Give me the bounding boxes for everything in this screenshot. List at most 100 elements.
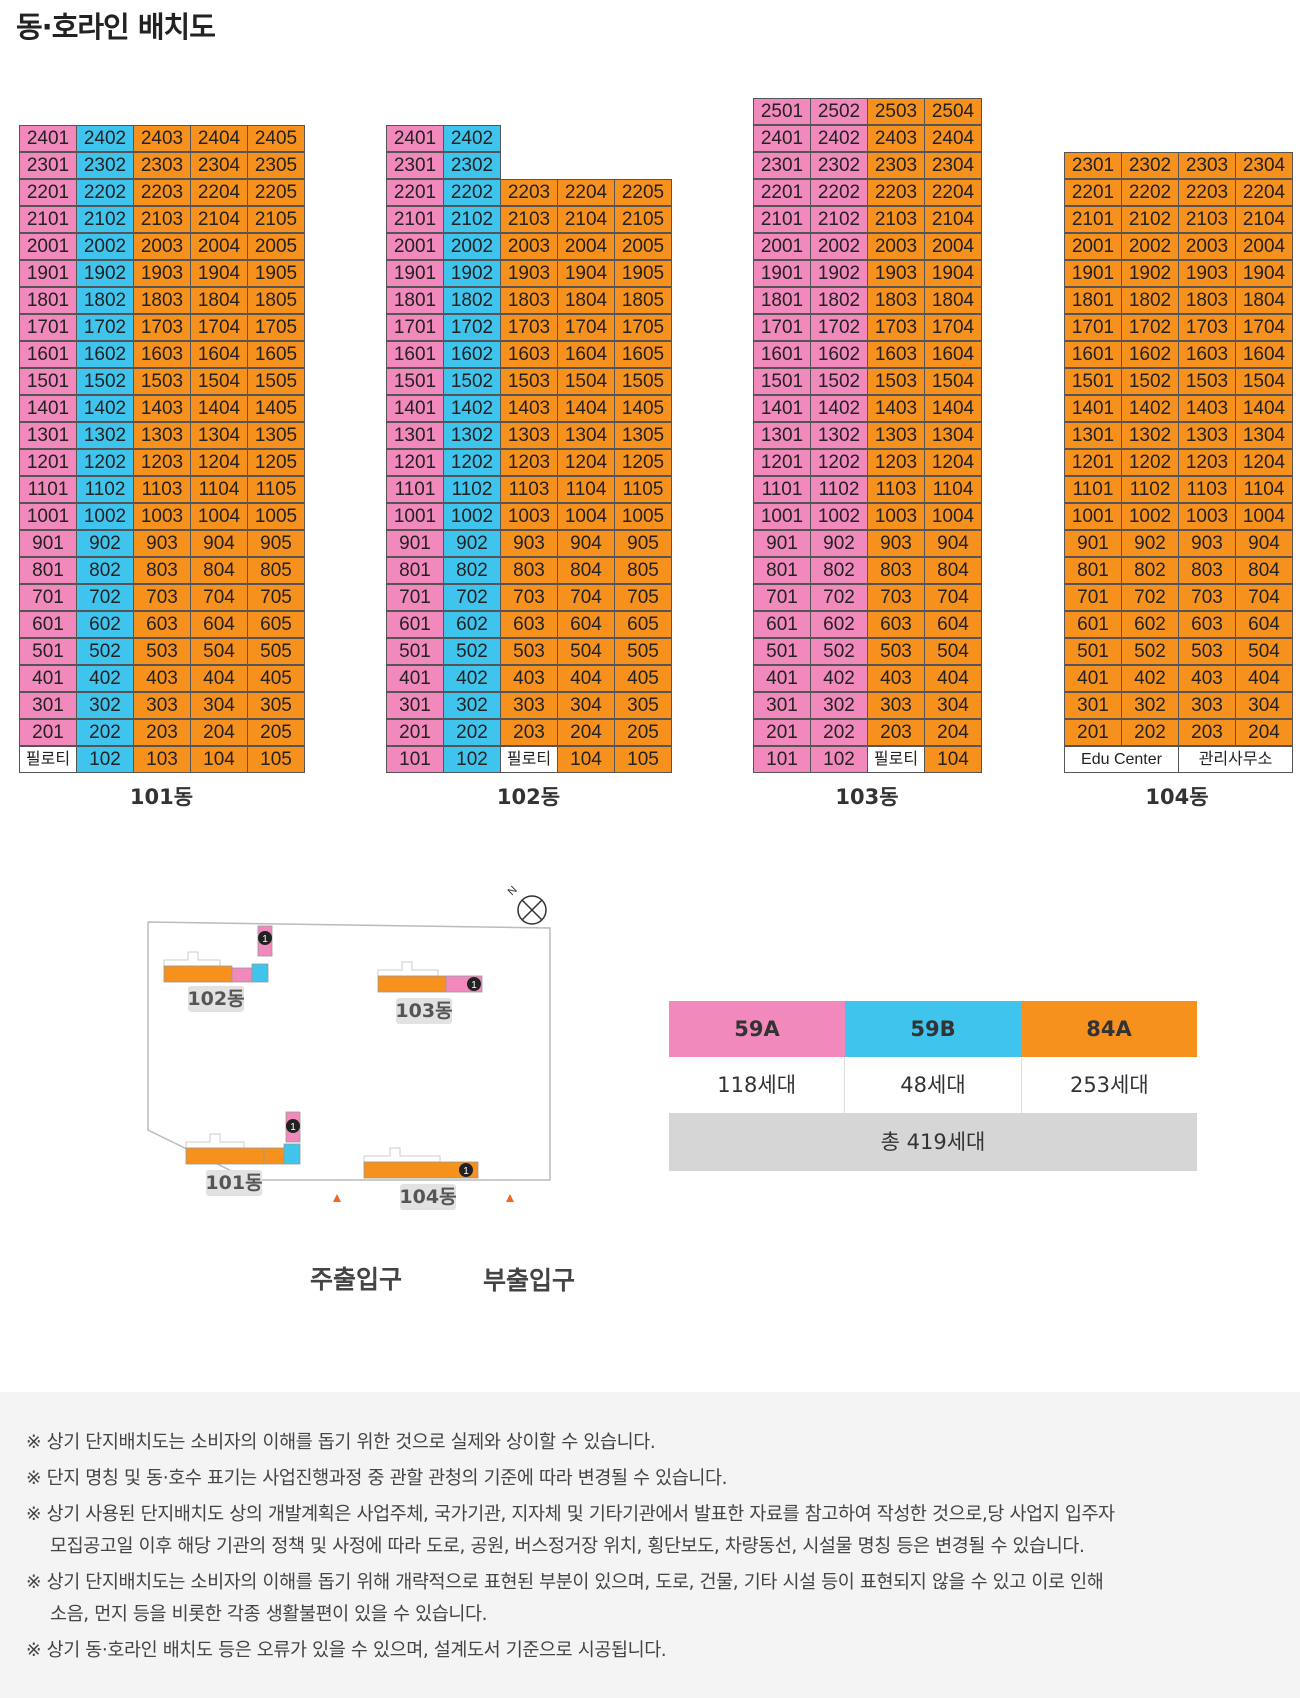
unit-cell: 1801 (753, 287, 811, 314)
unit-cell: 1802 (76, 287, 134, 314)
unit-cell: 404 (190, 665, 248, 692)
unit-cell: 204 (557, 719, 615, 746)
unit-cell: 903 (133, 530, 191, 557)
unit-cell: 602 (1121, 611, 1179, 638)
unit-cell: 1503 (1178, 368, 1236, 395)
unit-cell: 1002 (810, 503, 868, 530)
unit-cell: 503 (867, 638, 925, 665)
unit-cell: 201 (1064, 719, 1122, 746)
unit-cell: 803 (1178, 557, 1236, 584)
ground-facility-cell: Edu Center (1064, 746, 1179, 773)
unit-cell: 201 (753, 719, 811, 746)
unit-cell: 1701 (753, 314, 811, 341)
unit-cell: 604 (190, 611, 248, 638)
unit-cell: 504 (1235, 638, 1293, 665)
unit-cell: 301 (19, 692, 77, 719)
unit-cell: 1304 (557, 422, 615, 449)
unit-cell: 1403 (1178, 395, 1236, 422)
unit-cell: 1401 (1064, 395, 1122, 422)
unit-cell: 805 (247, 557, 305, 584)
unit-cell: 804 (1235, 557, 1293, 584)
unit-cell: 1801 (19, 287, 77, 314)
unit-cell: 901 (753, 530, 811, 557)
unit-cell: 2403 (867, 125, 925, 152)
unit-cell: 1005 (614, 503, 672, 530)
legend-count-84A: 253세대 (1021, 1057, 1197, 1113)
unit-cell: 1503 (867, 368, 925, 395)
unit-cell: 802 (1121, 557, 1179, 584)
unit-cell: 903 (500, 530, 558, 557)
unit-cell: 1603 (1178, 341, 1236, 368)
unit-cell: 1501 (1064, 368, 1122, 395)
ground-facility-cell: 필로티 (867, 746, 925, 773)
unit-cell: 2204 (1235, 179, 1293, 206)
unit-cell: 2103 (867, 206, 925, 233)
legend-count-59B: 48세대 (845, 1057, 1022, 1113)
unit-cell: 2001 (386, 233, 444, 260)
unit-cell: 2105 (247, 206, 305, 233)
unit-cell: 1901 (19, 260, 77, 287)
unit-cell: 704 (557, 584, 615, 611)
unit-cell: 502 (810, 638, 868, 665)
unit-cell: 2401 (753, 125, 811, 152)
unit-cell: 503 (133, 638, 191, 665)
legend-type-59A: 59A (669, 1001, 845, 1057)
unit-cell: 2101 (386, 206, 444, 233)
unit-cell: 104 (190, 746, 248, 773)
unit-cell: 202 (443, 719, 501, 746)
unit-cell: 403 (1178, 665, 1236, 692)
unit-cell: 1703 (133, 314, 191, 341)
unit-cell: 1001 (753, 503, 811, 530)
sub-entrance-label: 부출입구 (483, 1266, 576, 1295)
unit-cell: 705 (247, 584, 305, 611)
unit-cell: 1002 (443, 503, 501, 530)
unit-cell: 1502 (443, 368, 501, 395)
unit-cell: 603 (500, 611, 558, 638)
unit-cell: 2201 (386, 179, 444, 206)
unit-cell: 102 (443, 746, 501, 773)
unit-cell: 303 (500, 692, 558, 719)
unit-cell: 802 (76, 557, 134, 584)
unit-cell: 602 (810, 611, 868, 638)
unit-cell: 1701 (1064, 314, 1122, 341)
unit-cell: 2302 (810, 152, 868, 179)
unit-cell: 1702 (1121, 314, 1179, 341)
unit-cell: 1201 (753, 449, 811, 476)
unit-cell: 2001 (753, 233, 811, 260)
unit-cell: 2102 (1121, 206, 1179, 233)
unit-cell: 301 (386, 692, 444, 719)
unit-cell: 1901 (1064, 260, 1122, 287)
unit-cell: 403 (133, 665, 191, 692)
unit-cell: 203 (133, 719, 191, 746)
unit-cell: 704 (1235, 584, 1293, 611)
unit-cell: 2204 (924, 179, 982, 206)
unit-cell: 1501 (753, 368, 811, 395)
unit-cell: 1104 (1235, 476, 1293, 503)
unit-cell: 302 (76, 692, 134, 719)
unit-cell: 1404 (190, 395, 248, 422)
unit-cell: 2103 (500, 206, 558, 233)
unit-cell: 802 (443, 557, 501, 584)
unit-cell: 1803 (133, 287, 191, 314)
unit-cell: 1303 (1178, 422, 1236, 449)
legend-count-59A: 118세대 (669, 1057, 846, 1113)
unit-cell: 504 (190, 638, 248, 665)
unit-cell: 2005 (247, 233, 305, 260)
unit-cell: 1703 (867, 314, 925, 341)
unit-cell: 1402 (810, 395, 868, 422)
ground-facility-cell: 관리사무소 (1178, 746, 1293, 773)
unit-cell: 201 (386, 719, 444, 746)
unit-cell: 1101 (19, 476, 77, 503)
unit-cell: 1805 (614, 287, 672, 314)
unit-cell: 1005 (247, 503, 305, 530)
unit-cell: 2005 (614, 233, 672, 260)
unit-cell: 603 (133, 611, 191, 638)
site-building-102: 1 102동 (163, 925, 273, 1012)
unit-cell: 1904 (557, 260, 615, 287)
unit-cell: 1401 (753, 395, 811, 422)
unit-cell: 2104 (557, 206, 615, 233)
unit-cell: 1204 (190, 449, 248, 476)
unit-cell: 2001 (1064, 233, 1122, 260)
unit-cell: 904 (557, 530, 615, 557)
unit-cell: 402 (76, 665, 134, 692)
